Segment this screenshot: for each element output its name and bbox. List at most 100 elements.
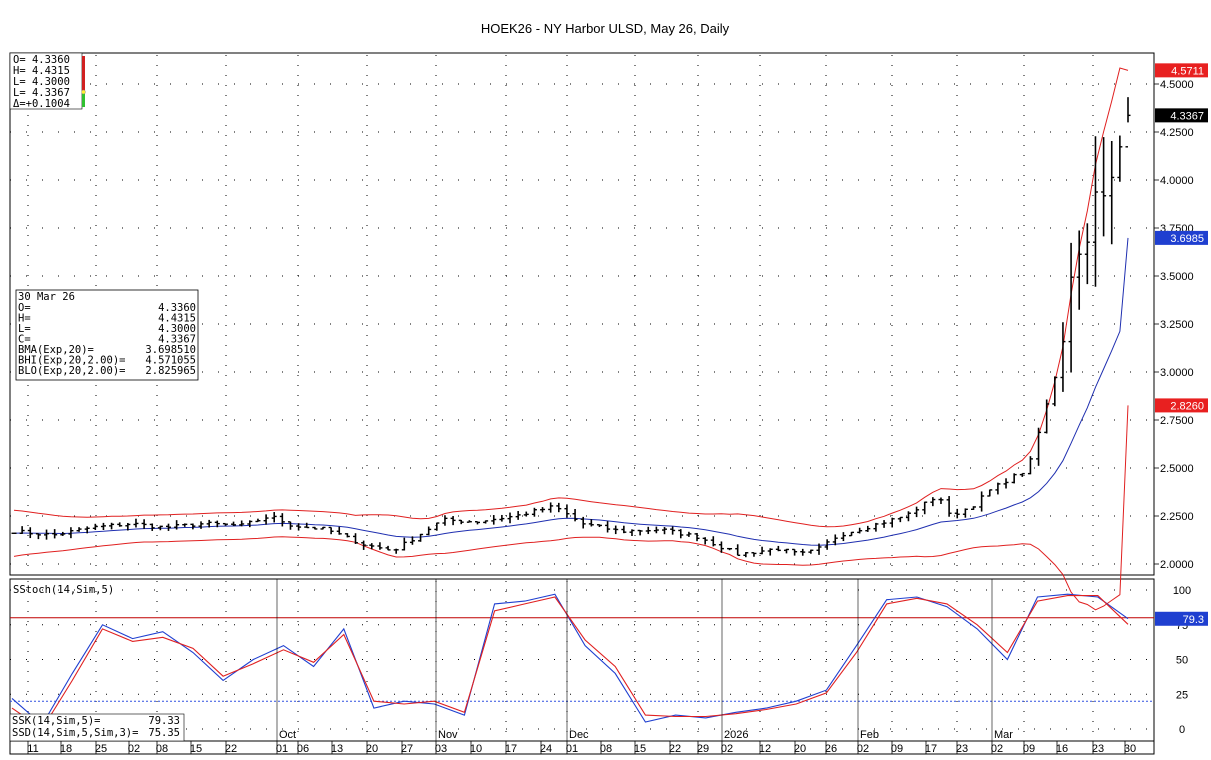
month-label: 2026 (724, 729, 748, 741)
y-tick-label: 3.0000 (1160, 367, 1194, 379)
month-label: Oct (279, 729, 296, 741)
price-badge (1155, 230, 1208, 245)
x-tick-label: 26 (825, 743, 837, 755)
x-tick-label: 30 (1124, 743, 1136, 755)
ohlc-open: O= 4.3360 (13, 54, 70, 66)
month-label: Dec (569, 729, 589, 741)
x-tick-label: 02 (128, 743, 140, 755)
month-label: Mar (994, 729, 1013, 741)
y-tick-label: 2.5000 (1160, 463, 1194, 475)
data-row-label: O= (18, 302, 31, 314)
x-tick-label: 15 (190, 743, 202, 755)
ohlc-low: L= 4.3000 (13, 76, 70, 88)
y-tick-label: 50 (1176, 655, 1188, 667)
stoch-y-axis: 1007550250 (1173, 585, 1191, 736)
x-tick-label: 02 (991, 743, 1003, 755)
x-tick-label: 02 (857, 743, 869, 755)
x-tick-label: 15 (634, 743, 646, 755)
x-axis: 11 18 25 02 08 15 22 01 06 13 20 27 03 10 17 24 01 08 15 22… (27, 579, 1136, 755)
month-label: Nov (438, 729, 458, 741)
x-tick-label: 20 (366, 743, 378, 755)
x-tick-label: 12 (759, 743, 771, 755)
price-badge-label: 4.5711 (1171, 65, 1204, 77)
stoch-grid (10, 581, 1154, 739)
x-tick-label: 16 (1056, 743, 1068, 755)
data-row-label: BMA(Exp,20)= (18, 344, 94, 356)
x-tick-label: 27 (401, 743, 413, 755)
stoch-plot (11, 593, 1129, 730)
data-row-label: BHI(Exp,20,2.00)= (18, 355, 125, 367)
x-tick-label: 01 (566, 743, 578, 755)
y-tick-label: 25 (1176, 689, 1188, 701)
stoch-badge-label: 79.3 (1183, 614, 1204, 626)
data-row-label: H= (18, 313, 31, 325)
ohlc-high: H= 4.4315 (13, 65, 70, 77)
data-row-value: 3.698510 (145, 344, 196, 356)
x-tick-label: 17 (925, 743, 937, 755)
price-badge-label: 3.6985 (1170, 233, 1204, 245)
moving-average-line (13, 237, 1129, 546)
x-tick-label: 09 (1023, 743, 1035, 755)
x-tick-label: 23 (1092, 743, 1104, 755)
x-tick-label: 10 (470, 743, 482, 755)
price-badge (1155, 108, 1208, 123)
price-panel (9, 52, 1155, 576)
x-tick-label: 03 (435, 743, 447, 755)
x-tick-label: 01 (276, 743, 288, 755)
price-badges: 4.5711 4.3367 3.6985 2.8260 79.3 (1155, 63, 1208, 626)
ssd-value: 75.35 (148, 727, 180, 739)
price-badge-label: 2.8260 (1170, 400, 1204, 412)
x-tick-label: 29 (697, 743, 709, 755)
data-row-label: C= (18, 334, 31, 346)
chart-title: HOEK26 - NY Harbor ULSD, May 26, Daily (481, 21, 730, 36)
data-row-value: 4.4315 (158, 313, 196, 325)
data-row-label: L= (18, 323, 31, 335)
ssk-line (11, 593, 1129, 726)
data-window: 30 Mar 26 O= 4.3360 H= 4.4315 L= 4.3000 C= 4.33… (15, 289, 199, 381)
x-tick-label: 17 (505, 743, 517, 755)
x-tick-label: 08 (600, 743, 612, 755)
ohlc-change: Δ=+0.1004 (13, 98, 70, 110)
y-tick-label: 4.2500 (1160, 127, 1194, 139)
range-marker-icon (81, 89, 86, 95)
y-tick-label: 100 (1173, 585, 1191, 597)
data-row-label: BLO(Exp,20,2.00)= (18, 365, 125, 377)
upper-band-line (13, 67, 1129, 528)
ohlc-legend: O= 4.3360 H= 4.4315 L= 4.3000 L= 4.3367 … (9, 52, 86, 110)
ssk-value: 79.33 (148, 715, 180, 727)
y-tick-label: 4.0000 (1160, 175, 1194, 187)
data-row-value: 2.825965 (145, 365, 196, 377)
range-bar-green (82, 93, 85, 107)
price-plot (11, 67, 1131, 611)
x-axis-strip (9, 740, 1155, 755)
x-tick-label: 09 (891, 743, 903, 755)
data-row-value: 4.3367 (158, 334, 196, 346)
x-tick-label: 08 (156, 743, 168, 755)
x-tick-label: 23 (956, 743, 968, 755)
x-tick-label: 11 (27, 743, 38, 755)
range-bar-red (82, 56, 85, 92)
x-tick-label: 25 (95, 743, 107, 755)
price-y-axis: 4.50004.25004.00003.75003.50003.25003.00… (1154, 79, 1194, 571)
y-tick-label: 3.5000 (1160, 271, 1194, 283)
data-window-date: 30 Mar 26 (18, 291, 75, 303)
x-tick-label: 06 (297, 743, 309, 755)
x-tick-label: 24 (540, 743, 552, 755)
x-tick-label: 02 (721, 743, 733, 755)
stoch-title: SStoch(14,Sim,5) (13, 584, 114, 596)
x-tick-label: 22 (669, 743, 681, 755)
data-row-value: 4.3360 (158, 302, 196, 314)
stoch-badge (1155, 611, 1208, 626)
x-tick-label: 20 (794, 743, 806, 755)
y-tick-label: 0 (1179, 724, 1185, 736)
x-tick-label: 13 (331, 743, 343, 755)
ohlc-last: L= 4.3367 (13, 87, 70, 99)
y-tick-label: 2.7500 (1160, 415, 1194, 427)
y-tick-label: 4.5000 (1160, 79, 1194, 91)
data-row-value: 4.571055 (145, 355, 196, 367)
y-tick-label: 2.2500 (1160, 511, 1194, 523)
price-badge (1155, 63, 1208, 78)
ssd-line (11, 595, 1129, 730)
price-badge-label: 4.3367 (1170, 110, 1204, 122)
